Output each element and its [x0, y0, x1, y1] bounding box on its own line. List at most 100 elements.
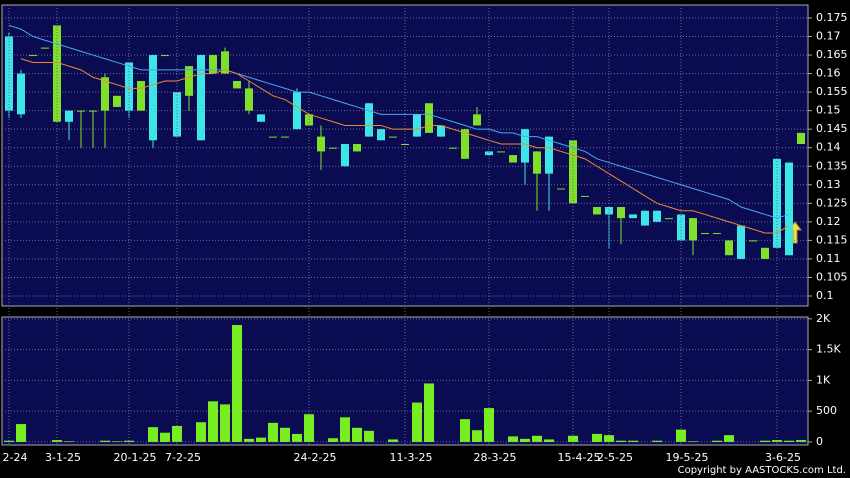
- x-tick-label: 20-1-25: [114, 451, 157, 464]
- candle-body: [449, 147, 457, 149]
- y-tick-label: 500: [816, 404, 837, 417]
- y-tick-label: 0.155: [816, 85, 848, 98]
- y-tick-label: 0.16: [816, 67, 841, 80]
- volume-bar: [772, 440, 782, 442]
- candle-body: [233, 80, 241, 89]
- candle-body: [521, 129, 529, 163]
- candle-body: [461, 129, 469, 159]
- candle-body: [173, 92, 181, 137]
- candle-body: [281, 136, 289, 138]
- x-tick-label: 15-4-25: [558, 451, 601, 464]
- candle-body: [557, 188, 565, 190]
- y-tick-label: 0.175: [816, 11, 848, 24]
- volume-bar: [796, 440, 806, 442]
- candle-body: [113, 95, 121, 107]
- candle-body: [221, 51, 229, 74]
- candle-body: [725, 240, 733, 256]
- candle-body: [5, 36, 13, 111]
- volume-bar: [232, 325, 242, 442]
- volume-bar: [280, 427, 290, 442]
- candle-body: [341, 144, 349, 167]
- volume-bar: [616, 440, 626, 442]
- volume-bar: [424, 383, 434, 442]
- volume-bar: [724, 435, 734, 442]
- volume-bar: [172, 425, 182, 442]
- candle-body: [89, 110, 97, 112]
- volume-bar: [652, 440, 662, 442]
- y-tick-label: 0.15: [816, 104, 841, 117]
- volume-bar: [364, 430, 374, 442]
- volume-bar: [208, 401, 218, 442]
- candle-body: [497, 151, 505, 153]
- y-tick-label: 0.1: [816, 289, 834, 302]
- volume-bar: [604, 435, 614, 442]
- y-tick-label: 0.17: [816, 30, 841, 43]
- y-tick-label: 0.145: [816, 122, 848, 135]
- candle-body: [353, 144, 361, 152]
- y-tick-label: 0.115: [816, 233, 848, 246]
- candle-body: [665, 218, 673, 220]
- candle-body: [53, 25, 61, 122]
- candle-body: [209, 55, 217, 74]
- y-tick-label: 1.5K: [816, 343, 841, 356]
- volume-bar: [760, 440, 770, 442]
- y-tick-label: 2K: [816, 312, 831, 325]
- volume-bar: [592, 433, 602, 442]
- x-tick-label: 3-6-25: [765, 451, 801, 464]
- candle-body: [245, 88, 253, 111]
- y-tick-label: 0.14: [816, 141, 841, 154]
- y-tick-label: 0.12: [816, 215, 841, 228]
- candle-body: [161, 55, 169, 57]
- candle-body: [485, 151, 493, 156]
- candle-body: [437, 125, 445, 137]
- candle-body: [605, 207, 613, 215]
- y-tick-label: 0.11: [816, 252, 841, 265]
- candle-body: [593, 207, 601, 215]
- candle-body: [293, 92, 301, 130]
- volume-bar: [4, 440, 14, 442]
- volume-bar: [268, 422, 278, 442]
- y-tick-label: 0.135: [816, 159, 848, 172]
- x-tick-label: 7-2-25: [165, 451, 201, 464]
- x-tick-label: 19-5-25: [666, 451, 709, 464]
- candle-body: [401, 144, 409, 146]
- candle-body: [413, 114, 421, 137]
- volume-bar: [352, 427, 362, 442]
- y-tick-label: 0.165: [816, 48, 848, 61]
- candle-body: [617, 207, 625, 219]
- candle-body: [269, 136, 277, 138]
- candle-body: [77, 110, 85, 112]
- volume-bar: [148, 427, 158, 442]
- volume-bar: [676, 429, 686, 442]
- candle-body: [701, 232, 709, 234]
- volume-bar: [412, 402, 422, 442]
- volume-bar: [100, 440, 110, 442]
- volume-bar: [688, 441, 698, 442]
- candle-body: [785, 162, 793, 256]
- volume-bar: [112, 441, 122, 442]
- candle-body: [197, 55, 205, 141]
- candle-body: [101, 77, 109, 111]
- candle-body: [137, 80, 145, 111]
- volume-bar: [472, 430, 482, 442]
- volume-bar: [508, 436, 518, 442]
- volume-bar: [304, 414, 314, 442]
- x-tick-label: 24-2-25: [294, 451, 337, 464]
- volume-bar: [340, 417, 350, 442]
- candle-body: [257, 114, 265, 122]
- candle-body: [425, 103, 433, 133]
- candle-body: [641, 210, 649, 226]
- candle-body: [545, 136, 553, 174]
- volume-bar: [196, 422, 206, 442]
- candle-body: [749, 240, 757, 242]
- candle-body: [389, 136, 397, 138]
- candle-body: [581, 195, 589, 197]
- candle-body: [653, 210, 661, 222]
- x-tick-label: 28-3-25: [474, 451, 517, 464]
- moving-average-line: [8, 24, 790, 219]
- candle-body: [761, 247, 769, 259]
- x-tick-label: 2-24: [3, 451, 28, 464]
- volume-bar: [544, 439, 554, 442]
- volume-bar: [628, 440, 638, 442]
- x-tick-label: 3-1-25: [45, 451, 81, 464]
